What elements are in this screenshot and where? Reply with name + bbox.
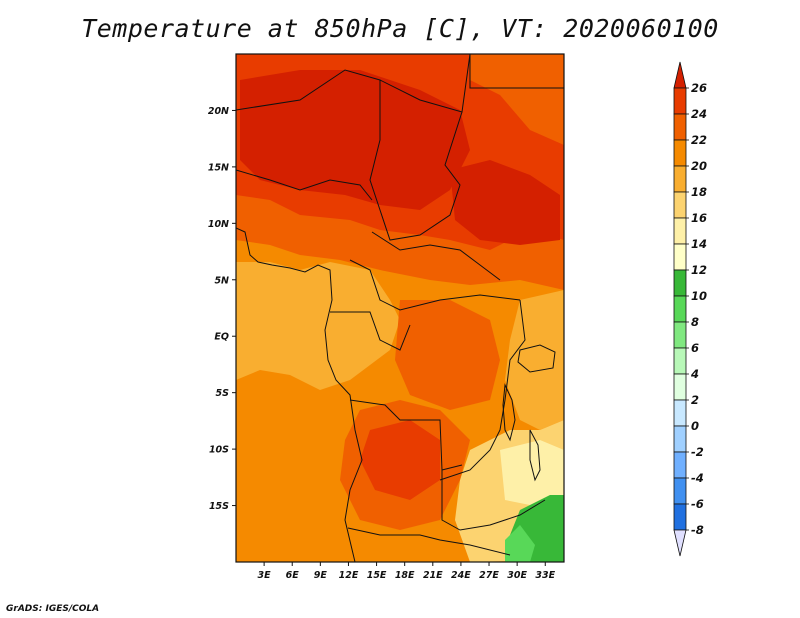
colorbar-swatch — [673, 399, 687, 427]
colorbar-max-triangle — [673, 61, 687, 89]
lon-tick-label: 12E — [339, 570, 359, 581]
colorbar-swatch — [673, 191, 687, 219]
colorbar-swatch — [673, 451, 687, 479]
temperature-field — [236, 54, 564, 562]
lake-tanganyika — [502, 383, 516, 442]
temp-band-10-12 — [505, 525, 535, 562]
colorbar-label: 24 — [691, 107, 707, 121]
colorbar-swatch — [673, 321, 687, 349]
country-borders — [236, 54, 564, 562]
border-drc-east — [439, 299, 526, 481]
border-east-africa — [469, 54, 564, 89]
colorbar-label: 6 — [691, 341, 699, 355]
colorbar-swatch — [673, 165, 687, 193]
lon-tick-label: 18E — [395, 570, 415, 581]
colorbar-swatch — [673, 503, 687, 531]
colorbar-label: 12 — [691, 263, 707, 277]
footer-credit: GrADS: IGES/COLA — [6, 604, 100, 614]
lat-tick-label: 10S — [209, 445, 229, 456]
colorbar-swatch — [673, 425, 687, 453]
coastline-west-africa — [236, 227, 363, 562]
border-gabon-congo — [330, 311, 411, 351]
lat-tick-label: 5N — [214, 275, 229, 286]
lon-tick-label: 3E — [258, 570, 272, 581]
longitude-axis: 3E 6E 9E 12E 15E 18E 21E 24E 27E 30E 33E — [258, 562, 556, 581]
colorbar-min-triangle — [673, 529, 687, 557]
colorbar-label: 20 — [691, 159, 707, 173]
colorbar-label: -2 — [691, 445, 704, 459]
lake-victoria — [517, 344, 556, 373]
lon-tick-label: 27E — [479, 570, 499, 581]
colorbar-label: 4 — [690, 367, 699, 381]
lat-tick-label: EQ — [214, 332, 229, 343]
colorbar-swatch — [673, 347, 687, 375]
border-chad-sudan — [369, 80, 463, 241]
lon-tick-label: 33E — [535, 570, 555, 581]
border-congo-north — [349, 259, 521, 311]
temp-band-above-26-east — [450, 160, 560, 245]
lon-tick-label: 30E — [507, 570, 527, 581]
lat-tick-label: 15N — [208, 162, 229, 173]
colorbar-label: -8 — [691, 523, 704, 537]
colorbar-swatch — [673, 217, 687, 245]
border-drc-angola — [349, 399, 463, 471]
colorbar-label: 0 — [691, 419, 699, 433]
colorbar-swatch — [673, 477, 687, 505]
colorbar-swatch — [673, 113, 687, 141]
colorbar-swatch — [673, 87, 687, 115]
lon-tick-label: 24E — [451, 570, 471, 581]
lat-tick-label: 20N — [208, 106, 229, 117]
colorbar-label: 2 — [691, 393, 699, 407]
border-sahel-west — [236, 169, 373, 201]
latitude-axis: 20N 15N 10N 5N EQ 5S 10S 15S — [208, 106, 236, 512]
colorbar-label: 16 — [691, 211, 707, 225]
colorbar-label: 8 — [691, 315, 699, 329]
temp-band-18-20-east — [505, 290, 564, 430]
lat-tick-label: 10N — [208, 219, 229, 230]
lake-malawi — [529, 429, 541, 482]
colorbar-label: -6 — [691, 497, 704, 511]
border-zambia-south — [441, 470, 546, 531]
lat-tick-label: 15S — [209, 501, 229, 512]
border-angola-namibia — [347, 527, 511, 556]
colorbar-label: 18 — [691, 185, 707, 199]
lon-tick-label: 15E — [367, 570, 387, 581]
lon-tick-label: 21E — [423, 570, 443, 581]
colorbar-swatch — [673, 243, 687, 271]
colorbar-label: 22 — [691, 133, 707, 147]
colorbar-label: 14 — [691, 237, 707, 251]
colorbar-swatch — [673, 269, 687, 297]
temp-band-above-26 — [240, 70, 470, 210]
temp-band-22-24-central — [395, 300, 500, 410]
temp-band-24-26-south — [360, 420, 440, 500]
lat-tick-label: 5S — [216, 388, 230, 399]
colorbar-swatch — [673, 373, 687, 401]
colorbar-swatch — [673, 295, 687, 323]
lon-tick-label: 6E — [286, 570, 300, 581]
temp-band-18-20-west — [236, 262, 400, 390]
map-frame — [235, 53, 565, 563]
lon-tick-label: 9E — [314, 570, 328, 581]
figure-title: Temperature at 850hPa [C], VT: 202006010… — [81, 14, 719, 43]
colorbar-label: -4 — [691, 471, 704, 485]
temp-band-14-16-southeast — [500, 440, 564, 505]
colorbar-label: 26 — [691, 81, 707, 95]
colorbar-label: 10 — [691, 289, 707, 303]
border-central-african-republic — [371, 231, 501, 281]
colorbar-swatch — [673, 139, 687, 167]
